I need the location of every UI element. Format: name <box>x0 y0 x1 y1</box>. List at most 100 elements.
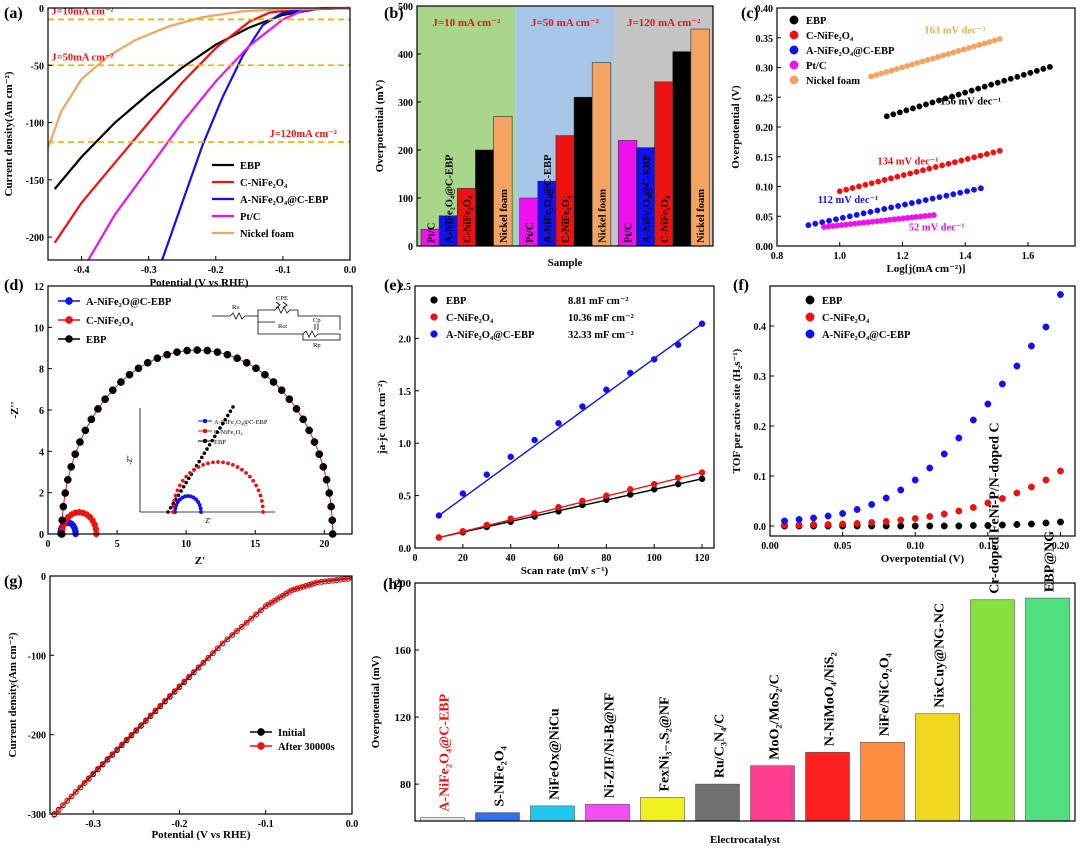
panel-label: (a) <box>4 5 23 22</box>
data-point <box>812 220 819 227</box>
data-point <box>162 697 168 704</box>
y-tick-label: 0 <box>39 530 44 541</box>
data-point <box>950 49 957 56</box>
data-point <box>104 756 111 762</box>
data-point <box>435 512 443 519</box>
x-tick-label: 0.00 <box>761 541 779 552</box>
y-tick-label: 0.0 <box>399 544 412 555</box>
panel-f-frame <box>769 285 1076 537</box>
reference-label: J=50mA cm⁻² <box>51 52 113 63</box>
data-point <box>958 157 965 164</box>
bar-label: NixCuy@NG-NC <box>933 603 948 708</box>
data-point <box>603 492 610 499</box>
data-point <box>1013 489 1021 497</box>
inset-point <box>216 460 220 464</box>
data-point <box>900 172 907 179</box>
x-tick-label: 15 <box>250 539 260 550</box>
group-label: J=10 mA cm⁻² <box>432 17 501 29</box>
data-point <box>76 438 84 446</box>
panel-c: 156 mV dec⁻¹ 134 mV dec⁻¹ 112 mV dec⁻¹ 52 m… <box>789 15 1053 234</box>
y-tick-label: 160 <box>395 645 412 657</box>
data-point <box>893 65 900 72</box>
data-point <box>59 502 68 511</box>
x-axis-label: Log[j(mA cm⁻²)] <box>886 263 965 275</box>
legend-label: C-NiFe₂O₄ <box>446 313 494 324</box>
panel-h: A-NiFe₂O₄@C-EBP S-NiFe₂O₄ NiFeOx@NiCu Ni-ZI… <box>420 422 1070 822</box>
data-point <box>868 501 876 508</box>
y-tick-label: 0 <box>39 4 44 15</box>
data-point <box>994 79 1001 86</box>
data-point <box>960 46 967 53</box>
data-point <box>280 592 286 599</box>
data-point <box>210 650 216 656</box>
data-point <box>99 761 106 767</box>
inset-point <box>205 447 209 451</box>
legend-marker <box>430 313 438 321</box>
x-tick-label: 20 <box>319 539 329 550</box>
bar <box>915 713 960 822</box>
data-point <box>253 611 259 618</box>
data-point <box>229 632 236 639</box>
data-point <box>294 585 301 592</box>
data-point <box>219 640 226 647</box>
data-point <box>981 40 988 47</box>
data-point <box>955 434 963 442</box>
data-point <box>333 577 340 583</box>
bar <box>860 741 905 822</box>
bar-label: Pt/C <box>525 223 536 243</box>
legend-marker <box>789 30 799 40</box>
y-tick-label: 100 <box>398 194 413 205</box>
inset-point <box>256 488 261 493</box>
y-tick-label: 400 <box>398 50 413 61</box>
inset-point <box>259 498 264 503</box>
data-point <box>929 55 936 62</box>
inset-point <box>166 510 170 514</box>
inset-point <box>197 503 202 508</box>
inset-point <box>196 465 201 469</box>
data-point <box>940 510 948 518</box>
data-point <box>1014 73 1021 80</box>
inset-legend-marker <box>202 428 208 434</box>
fit-curve <box>61 349 334 535</box>
data-point <box>147 712 154 719</box>
x-tick-label: -0.1 <box>275 265 291 276</box>
data-point <box>1057 291 1064 298</box>
panel-label: (b) <box>384 5 404 22</box>
x-tick-label: 120 <box>695 553 710 564</box>
data-point <box>914 59 921 66</box>
x-tick-label: 10 <box>181 539 191 550</box>
inset-point <box>228 409 233 414</box>
data-point <box>971 154 978 161</box>
data-point <box>935 53 941 60</box>
x-tick-label: 80 <box>601 553 611 564</box>
data-point <box>984 499 992 507</box>
data-point <box>94 405 102 413</box>
legend-label: EBP <box>446 296 467 307</box>
data-point <box>950 191 957 198</box>
y-tick-label: -200 <box>28 731 46 742</box>
data-point <box>322 578 329 585</box>
data-point <box>907 170 914 177</box>
panel-axes: -0.4 -0.3 -0.2 -0.1 0.0 -200 -150 -100 -50 0 Poten… <box>3 4 356 289</box>
bar-label: C-NiFe₂O₄ <box>660 195 671 243</box>
data-point <box>965 44 972 51</box>
inset-point <box>258 493 263 498</box>
data-point <box>977 152 984 159</box>
inset-point <box>201 462 206 467</box>
data-point <box>1040 65 1047 72</box>
data-point <box>964 155 971 162</box>
legend-marker <box>789 75 799 85</box>
x-tick-label: 1.2 <box>896 251 909 262</box>
data-point <box>337 576 344 583</box>
inset-legend-label: A-NiFe₂O₄@C-EBP <box>214 419 268 426</box>
x-tick-label: -0.1 <box>258 819 274 830</box>
inset-point <box>181 484 186 489</box>
data-point <box>133 727 140 733</box>
data-point <box>85 775 92 781</box>
inset-point <box>173 493 178 498</box>
legend-label: Pt/C <box>806 61 826 72</box>
circuit-label: Rp <box>313 342 321 349</box>
data-point <box>64 798 71 804</box>
data-point <box>896 109 903 116</box>
